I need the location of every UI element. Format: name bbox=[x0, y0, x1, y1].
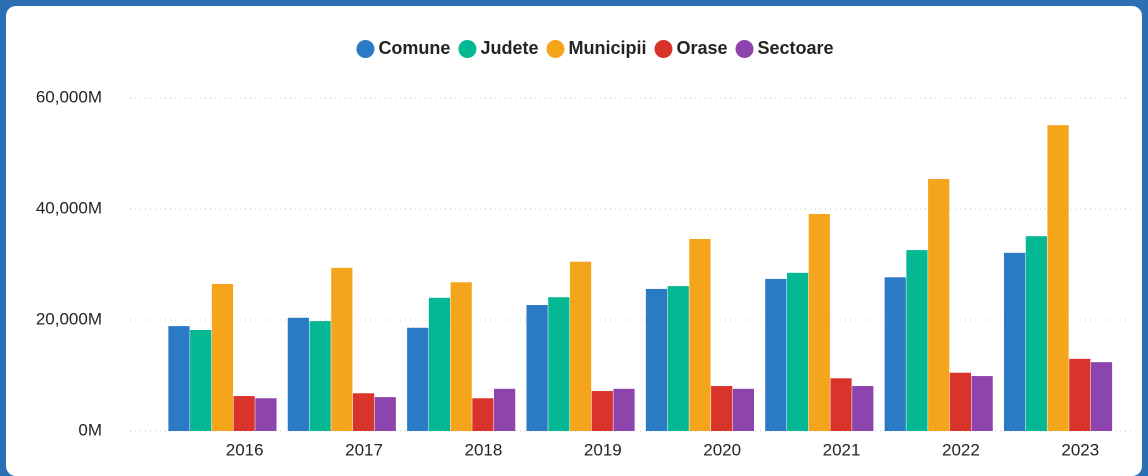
bar bbox=[689, 238, 711, 431]
legend-marker bbox=[654, 40, 673, 58]
bar bbox=[949, 372, 972, 431]
page: 0M 20,000M 40,000M 60,000M 2016 2017 2018 2019 2… bbox=[6, 6, 1142, 476]
legend-marker bbox=[735, 40, 754, 58]
bar bbox=[786, 272, 809, 431]
bar bbox=[667, 286, 689, 431]
x-tick-label: 2018 bbox=[465, 440, 503, 459]
chart: 0M 20,000M 40,000M 60,000M 2016 2017 2018 2019 2… bbox=[36, 38, 1132, 459]
bar bbox=[645, 288, 668, 431]
bar bbox=[1003, 252, 1026, 431]
bar bbox=[928, 179, 950, 431]
bar bbox=[407, 327, 429, 431]
bar bbox=[526, 305, 548, 431]
bar bbox=[732, 388, 755, 431]
bar bbox=[309, 321, 331, 431]
bar bbox=[450, 282, 472, 431]
bar bbox=[472, 398, 494, 431]
legend-label: Judete bbox=[480, 38, 538, 58]
x-tick-label: 2023 bbox=[1061, 440, 1099, 459]
x-tick-label: 2017 bbox=[345, 440, 383, 459]
x-tick-label: 2020 bbox=[703, 440, 741, 459]
bar bbox=[569, 261, 592, 431]
legend-marker bbox=[356, 40, 375, 58]
bar bbox=[494, 388, 516, 431]
legend-label: Municipii bbox=[568, 38, 646, 58]
bar bbox=[852, 386, 874, 431]
bar bbox=[1069, 358, 1091, 431]
bar bbox=[1047, 125, 1069, 431]
bar bbox=[808, 213, 830, 431]
y-tick-label: 20,000M bbox=[36, 309, 102, 328]
bar bbox=[374, 397, 396, 431]
legend-marker bbox=[546, 40, 565, 58]
bar bbox=[190, 329, 212, 431]
bar bbox=[971, 376, 993, 431]
legend-label: Orase bbox=[676, 38, 727, 58]
bar bbox=[830, 378, 852, 431]
bar bbox=[331, 267, 353, 431]
y-tick-label: 0M bbox=[78, 420, 102, 439]
legend-label: Comune bbox=[378, 38, 450, 58]
bar bbox=[765, 278, 787, 431]
y-tick-label: 60,000M bbox=[36, 87, 102, 106]
bar bbox=[906, 250, 928, 431]
bar bbox=[168, 326, 190, 431]
bar bbox=[711, 386, 733, 431]
bar bbox=[613, 388, 635, 431]
bar bbox=[233, 396, 255, 431]
bar bbox=[211, 283, 234, 431]
x-tick-label: 2016 bbox=[226, 440, 264, 459]
bar bbox=[884, 277, 906, 431]
bar bbox=[255, 398, 277, 431]
bar bbox=[1025, 236, 1047, 431]
y-tick-label: 40,000M bbox=[36, 198, 102, 217]
bar bbox=[548, 297, 570, 431]
legend-label: Sectoare bbox=[758, 38, 834, 58]
bar bbox=[591, 391, 613, 431]
x-tick-label: 2021 bbox=[823, 440, 861, 459]
bar bbox=[1090, 362, 1113, 431]
x-tick-label: 2019 bbox=[584, 440, 622, 459]
x-tick-label: 2022 bbox=[942, 440, 980, 459]
legend-marker bbox=[458, 40, 477, 58]
bar bbox=[287, 317, 309, 431]
bar bbox=[352, 393, 375, 431]
bar bbox=[428, 297, 451, 431]
